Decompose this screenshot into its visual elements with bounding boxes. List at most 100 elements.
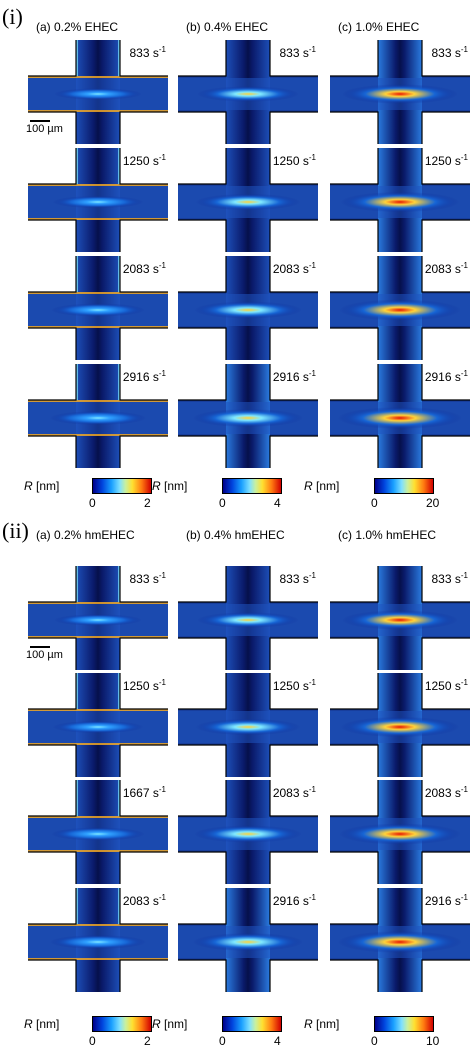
shear-rate-value: 1250 [122, 154, 150, 168]
channel-outline [28, 566, 168, 670]
shear-rate-exponent: -1 [308, 261, 316, 270]
heatmap-panel [178, 148, 318, 252]
colorbar-unit: [nm] [160, 1017, 188, 1031]
shear-rate-exponent: -1 [460, 261, 468, 270]
channel-outline [330, 780, 470, 884]
shear-rate-unit: s [451, 894, 461, 908]
heatmap-panel [28, 364, 168, 468]
shear-rate-value: 2916 [424, 370, 452, 384]
colorbar-title: R [nm] [304, 1017, 339, 1031]
channel-outline [28, 40, 168, 144]
column-title: (a) 0.2% EHEC [36, 20, 119, 34]
shear-rate-unit: s [299, 679, 309, 693]
colorbar-symbol: R [24, 1017, 33, 1031]
shear-rate-label: 1667 s-1 [106, 785, 166, 801]
shear-rate-unit: s [149, 46, 159, 60]
shear-rate-unit: s [451, 262, 461, 276]
channel-outline [28, 256, 168, 360]
shear-rate-value: 1250 [272, 154, 300, 168]
shear-rate-exponent: -1 [158, 893, 166, 902]
shear-rate-exponent: -1 [308, 678, 316, 687]
shear-rate-exponent: -1 [158, 369, 166, 378]
channel-outline [330, 566, 470, 670]
colorbar-unit: [nm] [160, 479, 188, 493]
shear-rate-exponent: -1 [158, 153, 166, 162]
shear-rate-exponent: -1 [158, 678, 166, 687]
shear-rate-unit: s [299, 154, 309, 168]
shear-rate-exponent: -1 [308, 45, 316, 54]
colorbar-min-label: 0 [371, 1034, 378, 1048]
heatmap-panel [178, 888, 318, 992]
shear-rate-label: 2083 s-1 [256, 261, 316, 277]
heatmap-panel [330, 566, 470, 670]
shear-rate-label: 1250 s-1 [408, 679, 468, 694]
shear-rate-label: 833 s-1 [408, 46, 469, 61]
shear-rate-label: 2083 s-1 [408, 261, 468, 277]
shear-rate-value: 2916 [272, 370, 300, 384]
shear-rate-label: 2083 s-1 [408, 785, 468, 801]
colorbar-max-label: 10 [426, 1034, 440, 1048]
column-title: (c) 1.0% hmEHEC [338, 528, 437, 542]
column-title: (b) 0.4% hmEHEC [186, 528, 285, 542]
colorbar [374, 1016, 434, 1032]
shear-rate-value: 833 [431, 572, 452, 586]
heatmap-panel [178, 780, 318, 884]
shear-rate-unit: s [299, 894, 309, 908]
shear-rate-label: 833 s-1 [408, 572, 469, 587]
heatmap-panel [178, 40, 318, 144]
shear-rate-value: 2083 [272, 786, 300, 800]
channel-outline [330, 888, 470, 992]
heatmap-panel [178, 256, 318, 360]
shear-rate-unit: s [451, 786, 461, 800]
shear-rate-value: 1250 [424, 154, 452, 168]
section-label: (i) [2, 4, 23, 29]
heatmap-panel [28, 780, 168, 884]
shear-rate-label: 2083 s-1 [106, 893, 166, 909]
shear-rate-unit: s [149, 370, 159, 384]
channel-outline [330, 40, 470, 144]
shear-rate-value: 2916 [424, 894, 452, 908]
colorbar [92, 478, 152, 494]
colorbar-max-label: 4 [274, 1034, 281, 1048]
shear-rate-unit: s [149, 786, 159, 800]
channel-outline [178, 40, 318, 144]
shear-rate-unit: s [149, 572, 159, 586]
shear-rate-exponent: -1 [460, 369, 468, 378]
colorbar-max-label: 20 [426, 496, 440, 510]
heatmap-panel [330, 256, 470, 360]
shear-rate-value: 2083 [122, 262, 150, 276]
colorbar-symbol: R [304, 479, 313, 493]
shear-rate-value: 1667 [122, 786, 150, 800]
colorbar-title: R [nm] [152, 1017, 187, 1031]
shear-rate-exponent: -1 [460, 785, 468, 794]
channel-outline [28, 364, 168, 468]
colorbar-unit: [nm] [32, 479, 60, 493]
shear-rate-label: 2083 s-1 [256, 786, 316, 801]
shear-rate-label: 1250 s-1 [106, 153, 166, 169]
scale-bar [30, 646, 50, 648]
colorbar [222, 1016, 282, 1032]
shear-rate-unit: s [299, 786, 309, 800]
channel-outline [178, 364, 318, 468]
colorbar-min-label: 0 [219, 496, 226, 510]
channel-outline [330, 673, 470, 777]
shear-rate-unit: s [149, 154, 159, 168]
channel-outline [330, 256, 470, 360]
shear-rate-exponent: -1 [460, 893, 468, 902]
shear-rate-exponent: -1 [158, 785, 166, 794]
shear-rate-exponent: -1 [460, 153, 468, 162]
heatmap-panel [178, 673, 318, 777]
heatmap-panel [330, 888, 470, 992]
channel-outline [330, 364, 470, 468]
shear-rate-label: 2916 s-1 [256, 894, 316, 909]
scale-bar [30, 120, 50, 122]
shear-rate-label: 833 s-1 [256, 572, 317, 587]
shear-rate-value: 833 [279, 46, 300, 60]
heatmap-panel [330, 673, 470, 777]
channel-outline [330, 148, 470, 252]
channel-outline [178, 673, 318, 777]
colorbar-min-label: 0 [89, 496, 96, 510]
shear-rate-value: 1250 [122, 679, 150, 693]
colorbar-symbol: R [152, 479, 161, 493]
shear-rate-exponent: -1 [158, 571, 166, 580]
